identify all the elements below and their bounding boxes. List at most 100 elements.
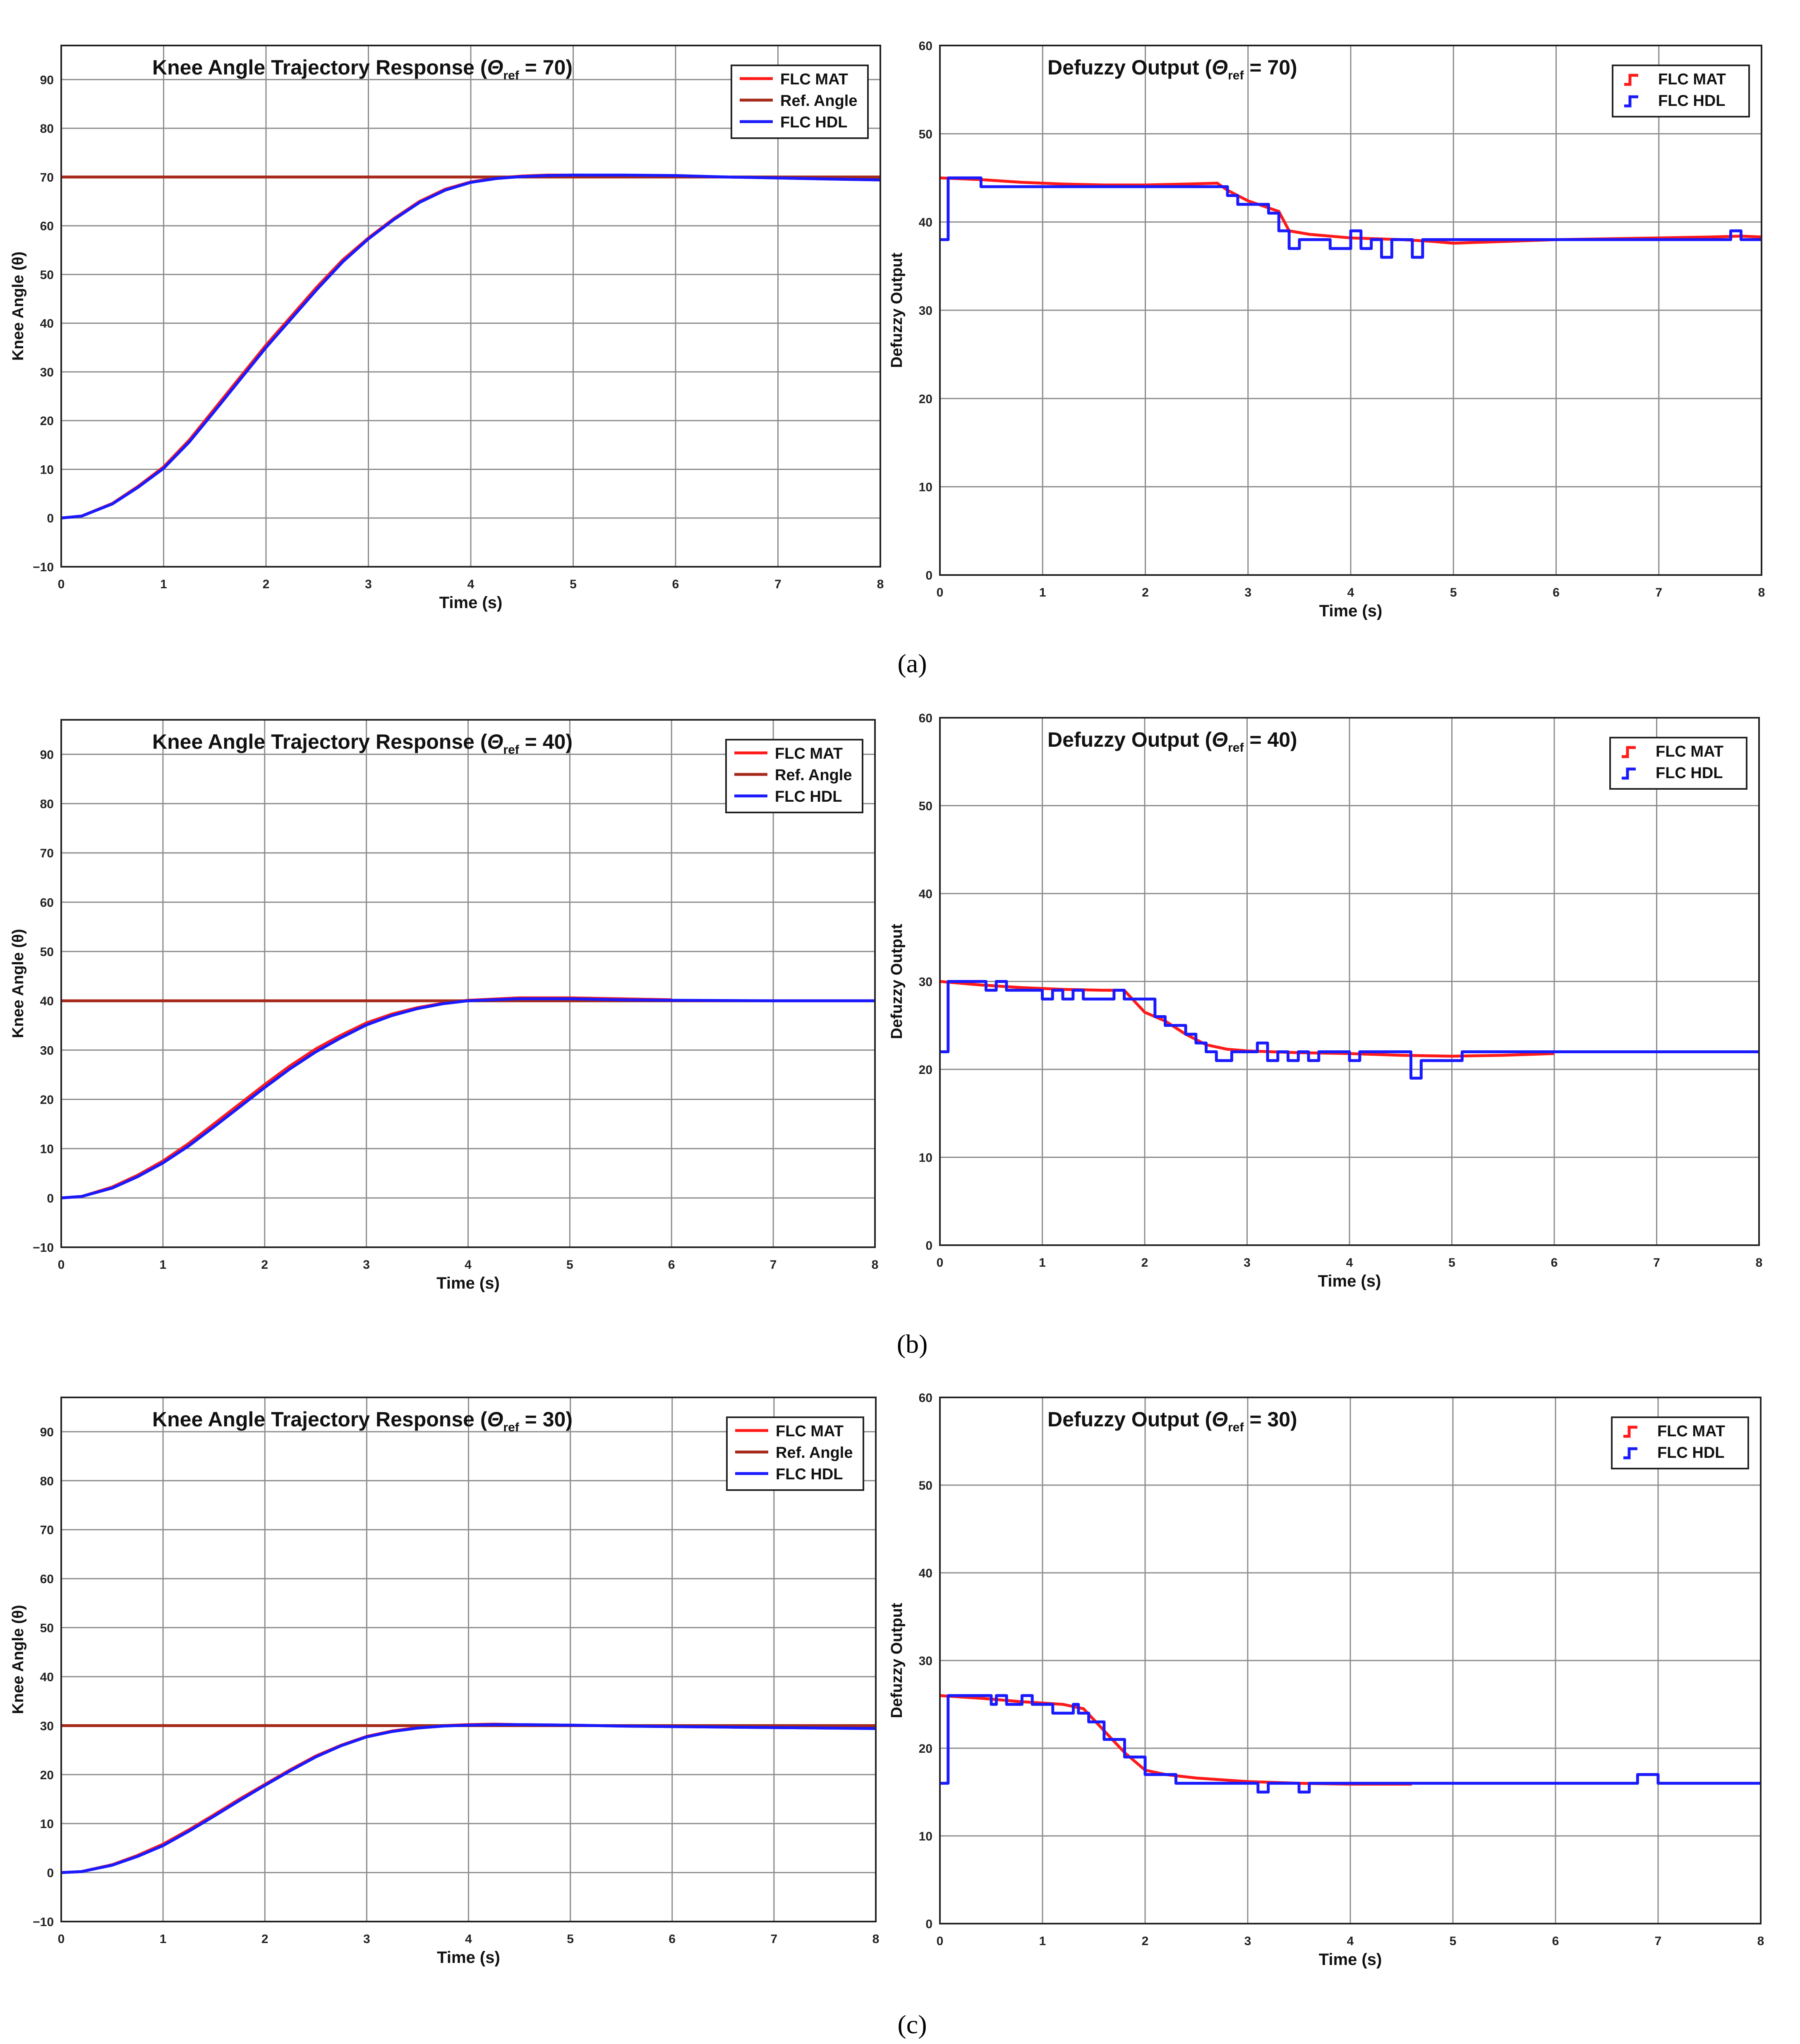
legend-label-flc-hdl: FLC HDL xyxy=(780,114,848,131)
legend-label-flc-mat: FLC MAT xyxy=(1658,71,1726,88)
x-tick-label: 6 xyxy=(668,1258,675,1272)
y-tick-label: 90 xyxy=(40,73,54,87)
y-tick-label: 40 xyxy=(919,216,932,230)
x-axis-label: Time (s) xyxy=(1318,1272,1381,1290)
x-tick-label: 5 xyxy=(570,577,577,591)
plot-frame xyxy=(939,1397,1762,1924)
legend-label-flc-mat: FLC MAT xyxy=(780,71,848,88)
x-axis-label: Time (s) xyxy=(1319,602,1383,620)
y-tick-label: 20 xyxy=(919,392,932,406)
y-axis-label: Defuzzy Output xyxy=(888,924,906,1039)
y-tick-label: 80 xyxy=(40,798,54,811)
y-tick-label: 70 xyxy=(40,171,54,185)
x-tick-label: 8 xyxy=(877,577,884,591)
x-tick-label: 7 xyxy=(1655,1934,1662,1948)
x-tick-label: 1 xyxy=(1039,1256,1046,1270)
plot-frame xyxy=(60,45,881,568)
y-tick-label: 0 xyxy=(925,1239,932,1253)
x-tick-label: 5 xyxy=(566,1258,573,1272)
x-tick-label: 8 xyxy=(1756,1256,1763,1270)
x-tick-label: 0 xyxy=(937,1256,944,1270)
y-tick-label: 0 xyxy=(47,512,54,525)
y-tick-label: 50 xyxy=(919,1479,932,1493)
plot-frame xyxy=(60,1397,877,1922)
knee-angle-chart-70: 0 1 2 3 4 5 6 7 8 −10 0 10 20 30 40 50 60 70 80 90 Time (s) K… xyxy=(10,45,884,612)
series-line-flc-hdl xyxy=(61,1723,876,1874)
knee-angle-chart-30: 0 1 2 3 4 5 6 7 8 −10 0 10 20 30 40 50 60 70 80 90 Time (s) K… xyxy=(10,1397,879,1967)
x-tick-label: 4 xyxy=(1346,1256,1353,1270)
y-tick-label: 0 xyxy=(47,1192,54,1205)
legend-label-flc-hdl: FLC HDL xyxy=(1658,92,1726,110)
series-line-flc-hdl xyxy=(940,176,1762,259)
y-tick-label: 60 xyxy=(40,220,54,233)
x-tick-label: 3 xyxy=(1244,1934,1251,1948)
legend-label-flc-hdl: FLC HDL xyxy=(776,1466,843,1483)
chart-title: Knee Angle Trajectory Response (Θref = 4… xyxy=(152,730,573,757)
x-tick-label: 4 xyxy=(1347,1934,1354,1948)
x-tick-label: 3 xyxy=(363,1258,370,1272)
x-axis-label: Time (s) xyxy=(437,1948,500,1967)
legend-label-flc-mat: FLC MAT xyxy=(775,745,843,762)
y-axis-label: Knee Angle (θ) xyxy=(10,929,27,1038)
legend-label-flc-mat: FLC MAT xyxy=(1656,743,1723,760)
y-tick-label: 40 xyxy=(40,317,54,331)
legend-swatch-flc-mat xyxy=(1622,746,1636,758)
y-tick-label: 40 xyxy=(919,887,932,901)
x-tick-label: 0 xyxy=(58,1932,65,1946)
y-tick-label: 60 xyxy=(919,39,932,53)
defuzzy-output-chart-70: 0 1 2 3 4 5 6 7 8 0 10 20 30 40 50 60 Time (s) Defuzzy Ou… xyxy=(888,39,1765,620)
legend-swatch-flc-hdl xyxy=(1624,95,1638,108)
x-tick-label: 3 xyxy=(363,1932,370,1946)
x-tick-label: 8 xyxy=(1757,1934,1764,1948)
x-tick-label: 1 xyxy=(1039,586,1046,599)
y-tick-label: 10 xyxy=(919,481,932,494)
y-tick-label: 60 xyxy=(919,712,932,725)
x-axis-label: Time (s) xyxy=(439,594,503,612)
chart-title: Knee Angle Trajectory Response (Θref = 3… xyxy=(152,1408,573,1434)
y-tick-label: 30 xyxy=(919,1654,932,1668)
defuzzy-output-chart-30: 0 1 2 3 4 5 6 7 8 0 10 20 30 40 50 60 Time (s) Defuzzy Ou… xyxy=(888,1391,1764,1969)
x-tick-label: 5 xyxy=(1450,586,1457,599)
y-tick-label: 20 xyxy=(919,1063,932,1077)
y-tick-label: 10 xyxy=(40,1817,54,1831)
y-tick-label: 80 xyxy=(40,122,54,136)
chart-title: Defuzzy Output (Θref = 70) xyxy=(1047,56,1297,82)
legend-swatch-flc-mat xyxy=(1624,74,1638,86)
y-tick-label: 60 xyxy=(919,1391,932,1405)
plot-frame xyxy=(939,45,1762,576)
x-tick-label: 0 xyxy=(937,1934,944,1948)
legend-label-flc-mat: FLC MAT xyxy=(776,1423,844,1440)
x-tick-label: 1 xyxy=(160,1258,167,1272)
x-tick-label: 0 xyxy=(58,1258,65,1272)
x-tick-label: 7 xyxy=(1653,1256,1660,1270)
y-tick-label: 0 xyxy=(925,569,932,582)
x-tick-label: 5 xyxy=(567,1932,574,1946)
y-tick-label: 80 xyxy=(40,1474,54,1488)
y-tick-label: 50 xyxy=(919,800,932,813)
y-axis-label: Knee Angle (θ) xyxy=(10,252,27,361)
caption-c: (c) xyxy=(897,2010,927,2039)
y-tick-label: 10 xyxy=(919,1151,932,1165)
y-tick-label: 20 xyxy=(919,1742,932,1756)
y-axis-label: Defuzzy Output xyxy=(888,1603,906,1718)
chart-title: Knee Angle Trajectory Response (Θref = 7… xyxy=(152,56,573,82)
x-tick-label: 2 xyxy=(1142,586,1149,599)
y-tick-label: 90 xyxy=(40,1426,54,1439)
y-tick-label: 20 xyxy=(40,1093,54,1107)
series-line-flc-hdl xyxy=(940,980,1759,1080)
x-tick-label: 7 xyxy=(770,1258,777,1272)
x-axis-label: Time (s) xyxy=(1319,1951,1382,1969)
y-tick-label: 30 xyxy=(919,304,932,318)
y-tick-label: 20 xyxy=(40,415,54,428)
y-tick-label: 90 xyxy=(40,748,54,762)
y-tick-label: 60 xyxy=(40,896,54,910)
caption-b: (b) xyxy=(897,1329,928,1359)
x-tick-label: 6 xyxy=(669,1932,676,1946)
knee-angle-chart-40: 0 1 2 3 4 5 6 7 8 −10 0 10 20 30 40 50 60 70 80 90 Time (s) K… xyxy=(10,719,878,1292)
y-tick-label: 30 xyxy=(40,1044,54,1057)
x-tick-label: 5 xyxy=(1448,1256,1455,1270)
x-tick-label: 3 xyxy=(1244,1256,1251,1270)
x-tick-label: 2 xyxy=(263,577,270,591)
y-tick-label: 60 xyxy=(40,1572,54,1586)
x-tick-label: 3 xyxy=(365,577,372,591)
